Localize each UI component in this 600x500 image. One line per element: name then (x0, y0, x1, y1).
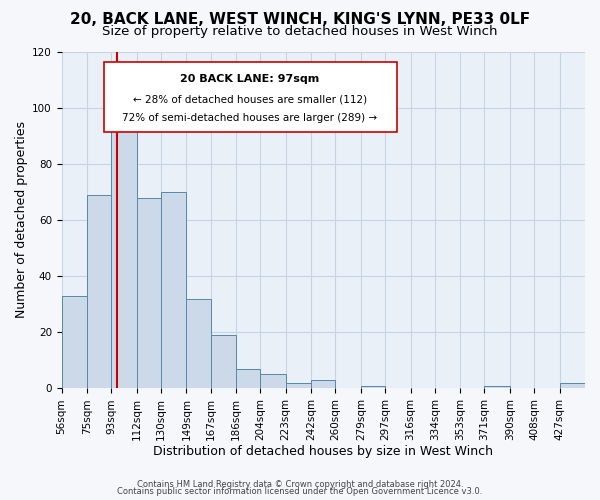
Bar (211, 335, 236, 388)
Y-axis label: Number of detached properties: Number of detached properties (15, 122, 28, 318)
Text: 20 BACK LANE: 97sqm: 20 BACK LANE: 97sqm (181, 74, 320, 84)
Text: 72% of semi-detached houses are larger (289) →: 72% of semi-detached houses are larger (… (122, 113, 377, 123)
FancyBboxPatch shape (104, 62, 397, 132)
Bar (137, 198, 161, 388)
Bar (62, 296, 87, 388)
Bar (484, 386, 510, 388)
Text: Contains public sector information licensed under the Open Government Licence v3: Contains public sector information licen… (118, 488, 482, 496)
Bar (286, 383, 311, 388)
Bar (236, 369, 260, 388)
Text: Size of property relative to detached houses in West Winch: Size of property relative to detached ho… (102, 25, 498, 38)
Text: 20, BACK LANE, WEST WINCH, KING'S LYNN, PE33 0LF: 20, BACK LANE, WEST WINCH, KING'S LYNN, … (70, 12, 530, 28)
Bar (87, 194, 111, 388)
Text: ← 28% of detached houses are smaller (112): ← 28% of detached houses are smaller (11… (133, 94, 367, 104)
Bar (560, 383, 585, 388)
Bar (311, 380, 335, 388)
Text: Contains HM Land Registry data © Crown copyright and database right 2024.: Contains HM Land Registry data © Crown c… (137, 480, 463, 489)
Bar (361, 386, 385, 388)
X-axis label: Distribution of detached houses by size in West Winch: Distribution of detached houses by size … (154, 444, 493, 458)
Bar (260, 374, 286, 388)
Bar (187, 298, 211, 388)
Bar (161, 192, 187, 388)
Bar (111, 108, 137, 388)
